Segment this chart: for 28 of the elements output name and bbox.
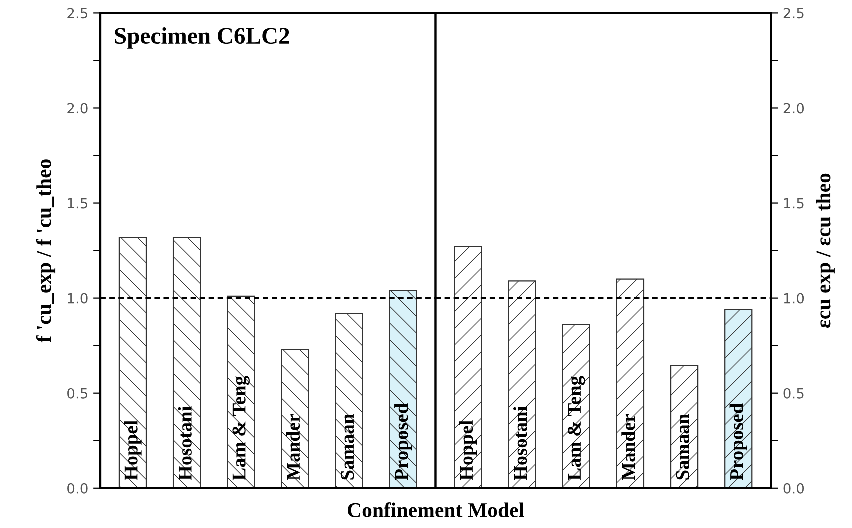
- category-label: Mander: [286, 414, 300, 480]
- category-label: Hoppel: [459, 420, 478, 480]
- y-tick-label: 0.5: [68, 388, 88, 399]
- category-label: Lam & Teng: [568, 376, 586, 480]
- y-tick-label: 2.0: [784, 103, 804, 114]
- y-tick-label: 1.0: [784, 293, 804, 304]
- category-label: Proposed: [730, 404, 748, 480]
- y-tick-label: 1.5: [68, 198, 88, 209]
- y-tick-label: 0.5: [784, 388, 804, 399]
- y-tick-label: 0.0: [68, 483, 88, 494]
- category-label: Lam & Teng: [232, 376, 250, 480]
- category-label: Hosotani: [514, 406, 528, 480]
- y-axis-title: f 'cu_exp / f 'cu_theo: [36, 160, 56, 343]
- category-label: Hoppel: [124, 420, 142, 480]
- y-tick-label: 2.5: [784, 8, 804, 19]
- category-label: Hosotani: [178, 406, 192, 480]
- y-tick-label: 1.0: [68, 293, 88, 304]
- category-label: Mander: [622, 414, 636, 480]
- category-label: Samaan: [341, 414, 354, 480]
- y-tick-label: 2.5: [68, 8, 88, 19]
- y-tick-label: 2.0: [68, 103, 88, 114]
- category-label: Samaan: [676, 414, 690, 480]
- x-axis-title: Confinement Model: [348, 502, 524, 518]
- y-axis-title: εcu exp / εcu theo: [816, 174, 835, 328]
- annotation: Specimen C6LC2: [115, 27, 290, 49]
- y-tick-label: 1.5: [784, 198, 804, 209]
- y-tick-label: 0.0: [784, 483, 804, 494]
- category-label: Proposed: [394, 404, 412, 480]
